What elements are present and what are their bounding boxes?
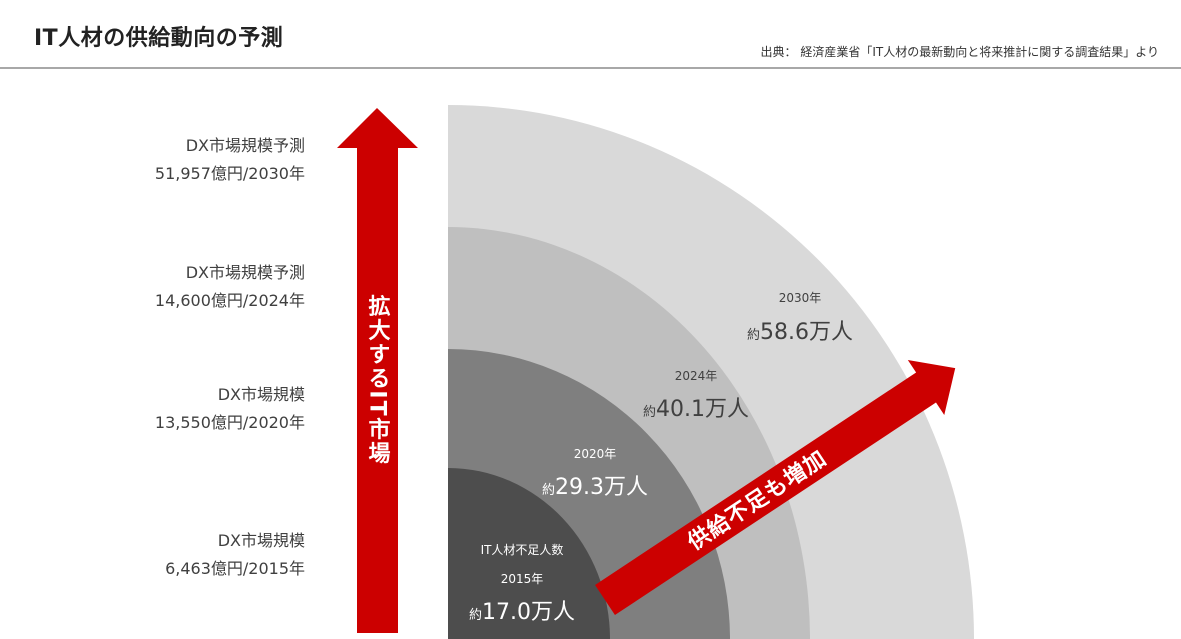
shortage-value: 58.6万人 xyxy=(760,320,853,345)
value-2024: 約40.1万人 xyxy=(643,397,749,422)
market-arrow-label: 拡大するIT市場 xyxy=(365,294,391,465)
market-value: 51,957億円/2030年 xyxy=(154,164,305,183)
shortage-value: 17.0万人 xyxy=(482,600,575,625)
market-value: 13,550億円/2020年 xyxy=(154,413,305,432)
market-value: 14,600億円/2024年 xyxy=(154,291,305,310)
market-label: DX市場規模 xyxy=(217,385,305,404)
value-2020: 約29.3万人 xyxy=(542,475,648,500)
shortage-title: IT人材不足人数 xyxy=(481,542,564,557)
market-label: DX市場規模予測 xyxy=(185,263,305,282)
header-divider xyxy=(0,67,1181,69)
market-size-2020: DX市場規模 13,550億円/2020年 xyxy=(155,381,305,437)
year-2015: 2015年 xyxy=(501,572,544,586)
market-size-2015: DX市場規模 6,463億円/2015年 xyxy=(165,527,305,583)
value-2030: 約58.6万人 xyxy=(747,320,853,345)
year-2020: 2020年 xyxy=(574,447,617,461)
approx-prefix: 約 xyxy=(643,405,656,420)
year-2024: 2024年 xyxy=(675,369,718,383)
approx-prefix: 約 xyxy=(747,328,760,343)
value-2015: 約17.0万人 xyxy=(469,600,575,625)
market-size-2024: DX市場規模予測 14,600億円/2024年 xyxy=(155,259,305,315)
shortage-value: 29.3万人 xyxy=(555,475,648,500)
market-size-2030: DX市場規模予測 51,957億円/2030年 xyxy=(155,132,305,188)
supply-shortage-arrow xyxy=(595,359,956,616)
source-note: 出典： 経済産業省「IT人材の最新動向と将来推計に関する調査結果」より xyxy=(760,45,1159,59)
approx-prefix: 約 xyxy=(542,483,555,498)
shortage-value: 40.1万人 xyxy=(656,397,749,422)
market-value: 6,463億円/2015年 xyxy=(165,559,305,578)
approx-prefix: 約 xyxy=(469,608,482,623)
market-label: DX市場規模予測 xyxy=(185,136,305,155)
market-growth-arrow xyxy=(337,108,418,633)
market-label: DX市場規模 xyxy=(217,531,305,550)
page-title: IT人材の供給動向の予測 xyxy=(34,26,284,51)
ring-2015 xyxy=(448,468,610,639)
year-2030: 2030年 xyxy=(779,291,822,305)
